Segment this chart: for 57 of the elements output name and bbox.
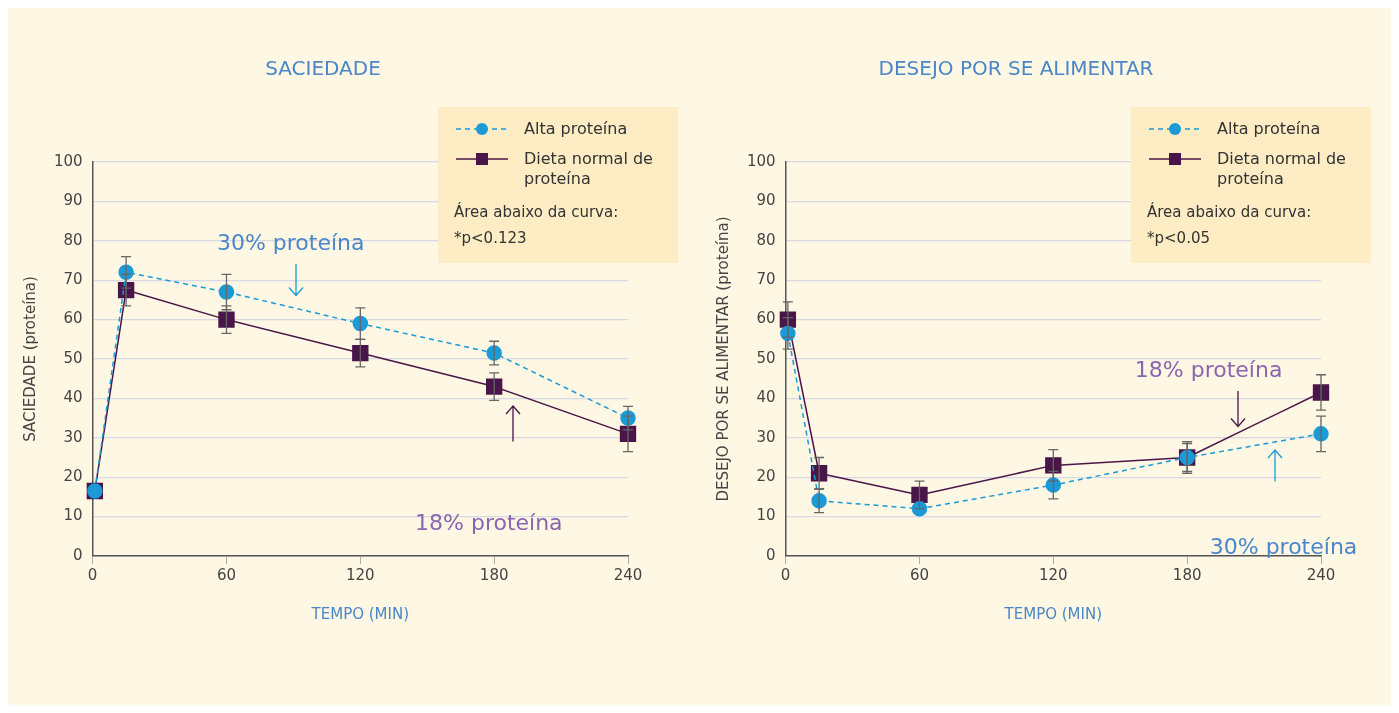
- x-tick-label: 0: [87, 565, 98, 584]
- x-tick-label: 60: [909, 565, 930, 584]
- y-tick-label: 90: [756, 191, 776, 210]
- y-tick-label: 40: [756, 388, 776, 407]
- annotation: Área abaixo da curva:: [1147, 201, 1313, 223]
- y-tick-label: 30: [63, 427, 83, 446]
- y-axis-title: DESEJO POR SE ALIMENTAR (proteína): [713, 216, 732, 502]
- point: [352, 344, 369, 362]
- chart-title: DESEJO POR SE ALIMENTAR: [878, 56, 1154, 81]
- y-tick-label: 70: [756, 270, 776, 289]
- annotation: 30% proteína: [1209, 533, 1358, 559]
- point: [911, 486, 928, 504]
- x-tick-label: 180: [1172, 565, 1202, 584]
- point: [485, 378, 503, 395]
- y-tick-label: 50: [63, 348, 83, 367]
- legend-label: Alta proteína: [524, 119, 628, 139]
- y-tick-label: 10: [756, 506, 776, 525]
- y-tick-label: 80: [63, 230, 83, 249]
- x-axis-title: TEMPO (MIN): [310, 604, 410, 623]
- annotation: 18% proteína: [415, 510, 563, 536]
- point: [352, 315, 369, 332]
- annotation: 18% proteína: [1134, 356, 1283, 382]
- chart-title: SACIEDADE: [265, 56, 381, 81]
- x-tick-label: 240: [613, 565, 643, 584]
- y-tick-label: 60: [63, 309, 83, 328]
- legend-label: Alta proteína: [1217, 119, 1321, 139]
- y-tick-label: 0: [766, 545, 776, 564]
- y-tick-label: 20: [63, 467, 83, 486]
- x-tick-label: 0: [780, 565, 791, 584]
- y-tick-label: 50: [756, 348, 776, 367]
- x-tick-label: 120: [1038, 565, 1068, 584]
- y-tick-label: 30: [756, 427, 776, 446]
- annotation: *p<0.05: [1147, 228, 1211, 249]
- x-tick-label: 240: [1306, 565, 1336, 584]
- point: [486, 345, 502, 361]
- x-tick-label: 120: [345, 565, 375, 584]
- y-tick-label: 100: [746, 151, 776, 170]
- x-axis-title: TEMPO (MIN): [1003, 604, 1103, 623]
- annotation: Área abaixo da curva:: [454, 201, 620, 223]
- annotation: *p<0.123: [454, 228, 528, 249]
- point: [218, 284, 235, 300]
- x-tick-label: 60: [216, 565, 237, 584]
- y-tick-label: 90: [63, 191, 83, 210]
- annotation: 30% proteína: [216, 230, 365, 256]
- legend-label: Dieta normal de proteína: [1217, 149, 1347, 189]
- point: [218, 311, 235, 328]
- legend-label: Dieta normal de proteína: [524, 149, 654, 189]
- y-tick-label: 20: [756, 467, 776, 486]
- y-tick-label: 70: [63, 270, 83, 289]
- x-tick-label: 180: [479, 565, 509, 584]
- y-tick-label: 100: [53, 151, 83, 170]
- y-tick-label: 80: [756, 230, 776, 249]
- y-tick-label: 0: [73, 545, 83, 564]
- y-axis-title: SACIEDADE (proteína): [20, 276, 39, 442]
- y-tick-label: 40: [63, 388, 83, 407]
- y-tick-label: 10: [63, 506, 83, 525]
- y-tick-label: 60: [756, 309, 776, 328]
